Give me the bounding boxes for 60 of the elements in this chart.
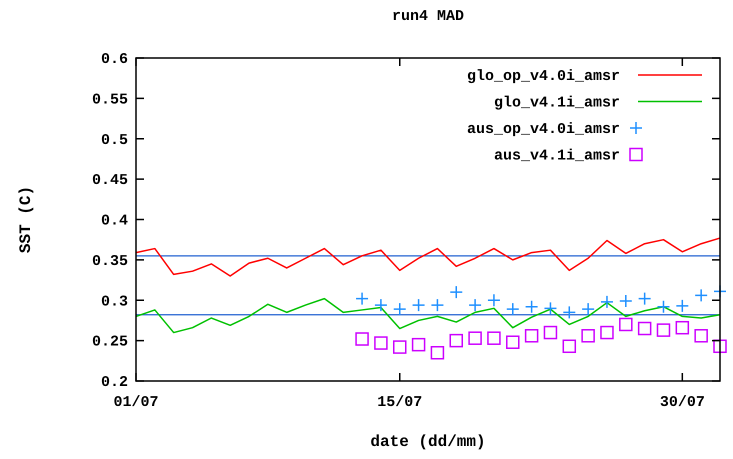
point — [524, 300, 538, 314]
point — [676, 320, 690, 334]
point — [374, 336, 388, 350]
point — [412, 298, 426, 312]
y-tick-label: 0.4 — [100, 212, 128, 230]
y-tick-label: 0.45 — [92, 172, 128, 190]
point — [506, 335, 520, 349]
point — [355, 332, 369, 346]
point — [487, 294, 501, 307]
y-tick-label: 0.2 — [100, 374, 128, 391]
legend-label: aus_v4.1i_amsr — [494, 148, 620, 164]
x-tick-label: 15/07 — [377, 394, 422, 411]
y-axis-title: SST (C) — [17, 186, 35, 254]
legend-label: glo_v4.1i_amsr — [494, 94, 620, 112]
point — [544, 302, 558, 316]
line-series — [135, 237, 721, 277]
chart-title: run4 MAD — [392, 8, 464, 25]
point — [450, 334, 464, 348]
point — [694, 288, 708, 302]
y-tick-label: 0.3 — [100, 293, 128, 310]
point — [562, 306, 576, 320]
point — [638, 292, 652, 306]
point — [656, 300, 670, 314]
legend-label: aus_op_v4.0i_amsr — [466, 121, 620, 138]
point — [656, 323, 670, 337]
point — [468, 331, 482, 345]
point — [374, 298, 388, 312]
y-tick-label: 0.35 — [92, 252, 128, 270]
y-tick-label: 0.6 — [100, 51, 128, 68]
point — [468, 298, 482, 312]
point — [600, 295, 614, 309]
x-axis-title: date (dd/mm) — [370, 433, 486, 451]
point — [713, 340, 727, 354]
y-tick-label: 0.5 — [100, 132, 128, 149]
y-tick-label: 0.25 — [92, 334, 128, 351]
point — [355, 292, 369, 306]
point — [392, 340, 406, 354]
point — [581, 329, 595, 343]
point — [694, 329, 708, 343]
point — [619, 318, 633, 332]
point — [430, 346, 444, 360]
x-tick-label: 01/07 — [113, 394, 159, 411]
point — [581, 302, 595, 316]
point — [544, 326, 558, 340]
x-tick-label: 30/07 — [660, 394, 705, 411]
point — [392, 302, 406, 316]
point — [506, 302, 520, 316]
point — [487, 331, 501, 345]
point — [562, 340, 576, 354]
y-tick-label: 0.55 — [92, 91, 128, 108]
point — [412, 338, 426, 352]
point — [450, 285, 464, 299]
point — [430, 298, 444, 312]
point — [600, 326, 614, 340]
point — [524, 329, 538, 343]
line-series — [135, 298, 721, 334]
point — [676, 299, 690, 313]
point — [638, 322, 652, 336]
legend-label: glo_op_v4.0i_amsr — [466, 68, 620, 85]
point — [619, 294, 633, 308]
